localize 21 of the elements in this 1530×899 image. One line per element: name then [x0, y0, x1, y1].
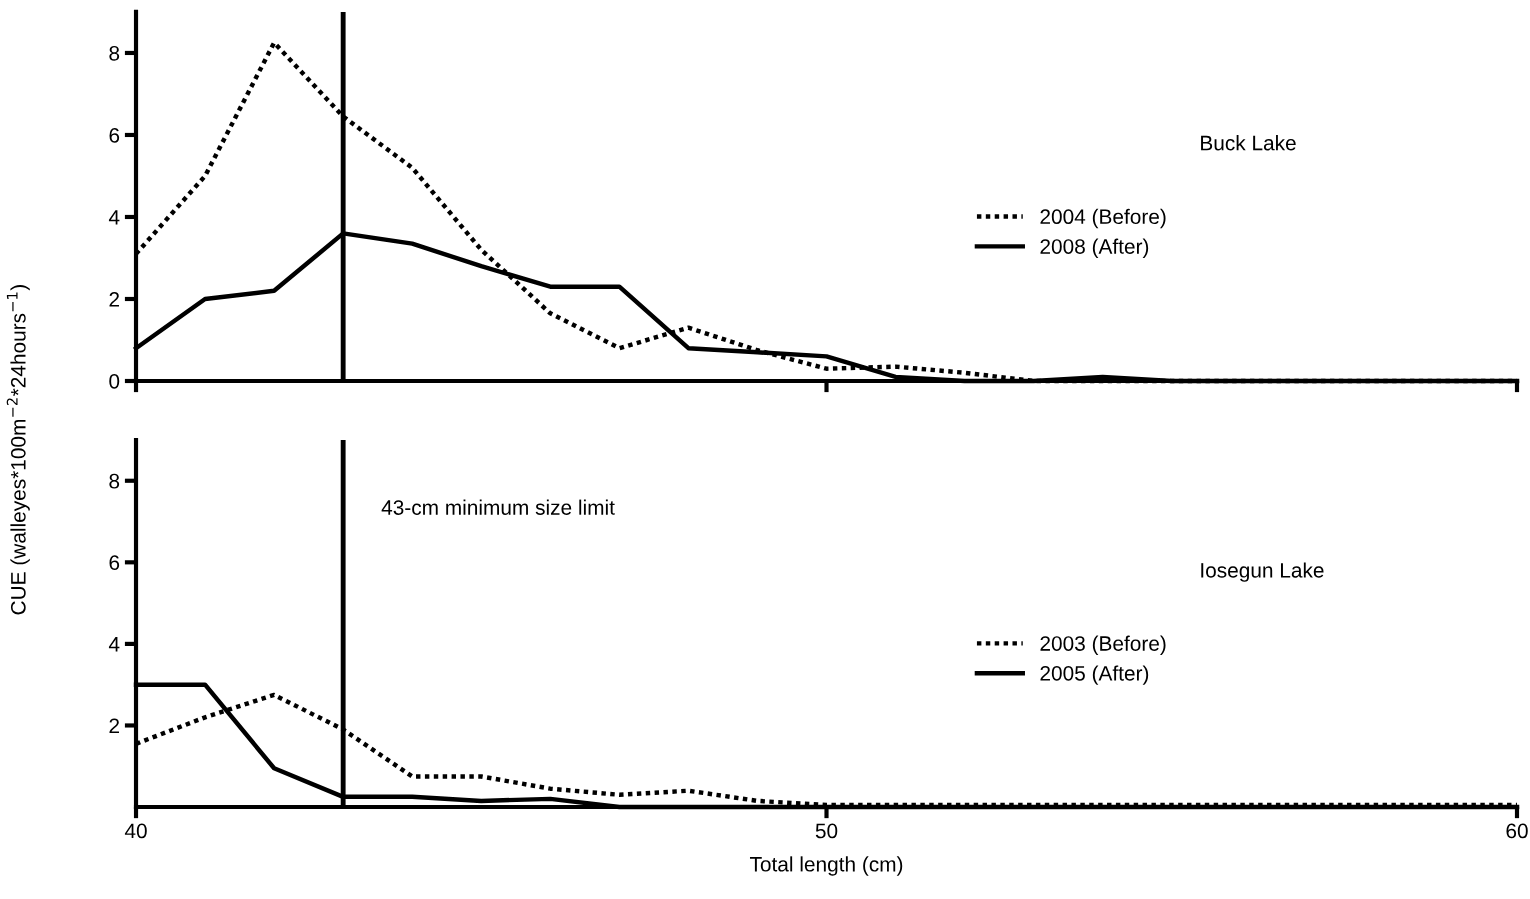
y-tick-label: 6 [109, 127, 120, 143]
annotation: 43-cm minimum size limit [381, 499, 615, 515]
legend-label: 2004 (Before) [1040, 208, 1166, 229]
legend-label: 2008 (After) [1040, 238, 1149, 258]
y-tick-label: 6 [109, 555, 120, 571]
y-tick-label: 8 [109, 45, 120, 61]
y-tick-label: 4 [108, 210, 120, 225]
x-tick-label: 60 [1506, 823, 1528, 839]
annotation: Iosegun Lake [1201, 562, 1324, 582]
x-axis-title: Total length (cm) [749, 856, 903, 876]
legend-label: 2003 (Before) [1040, 635, 1166, 655]
y-axis-title: CUE (walleyes*100m$^{−2}$*24hours$^{−1}$) [6, 285, 30, 615]
y-tick-label: 0 [109, 374, 120, 389]
legend-label: 2005 (After) [1040, 665, 1149, 685]
x-tick-label: 50 [815, 823, 838, 839]
y-tick-label: 2 [109, 718, 119, 734]
y-tick-label: 4 [108, 637, 120, 652]
y-tick-label: 8 [109, 473, 120, 489]
y-tick-label: 2 [109, 291, 119, 307]
annotation: Buck Lake [1201, 135, 1296, 151]
x-tick-label: 40 [124, 823, 147, 839]
